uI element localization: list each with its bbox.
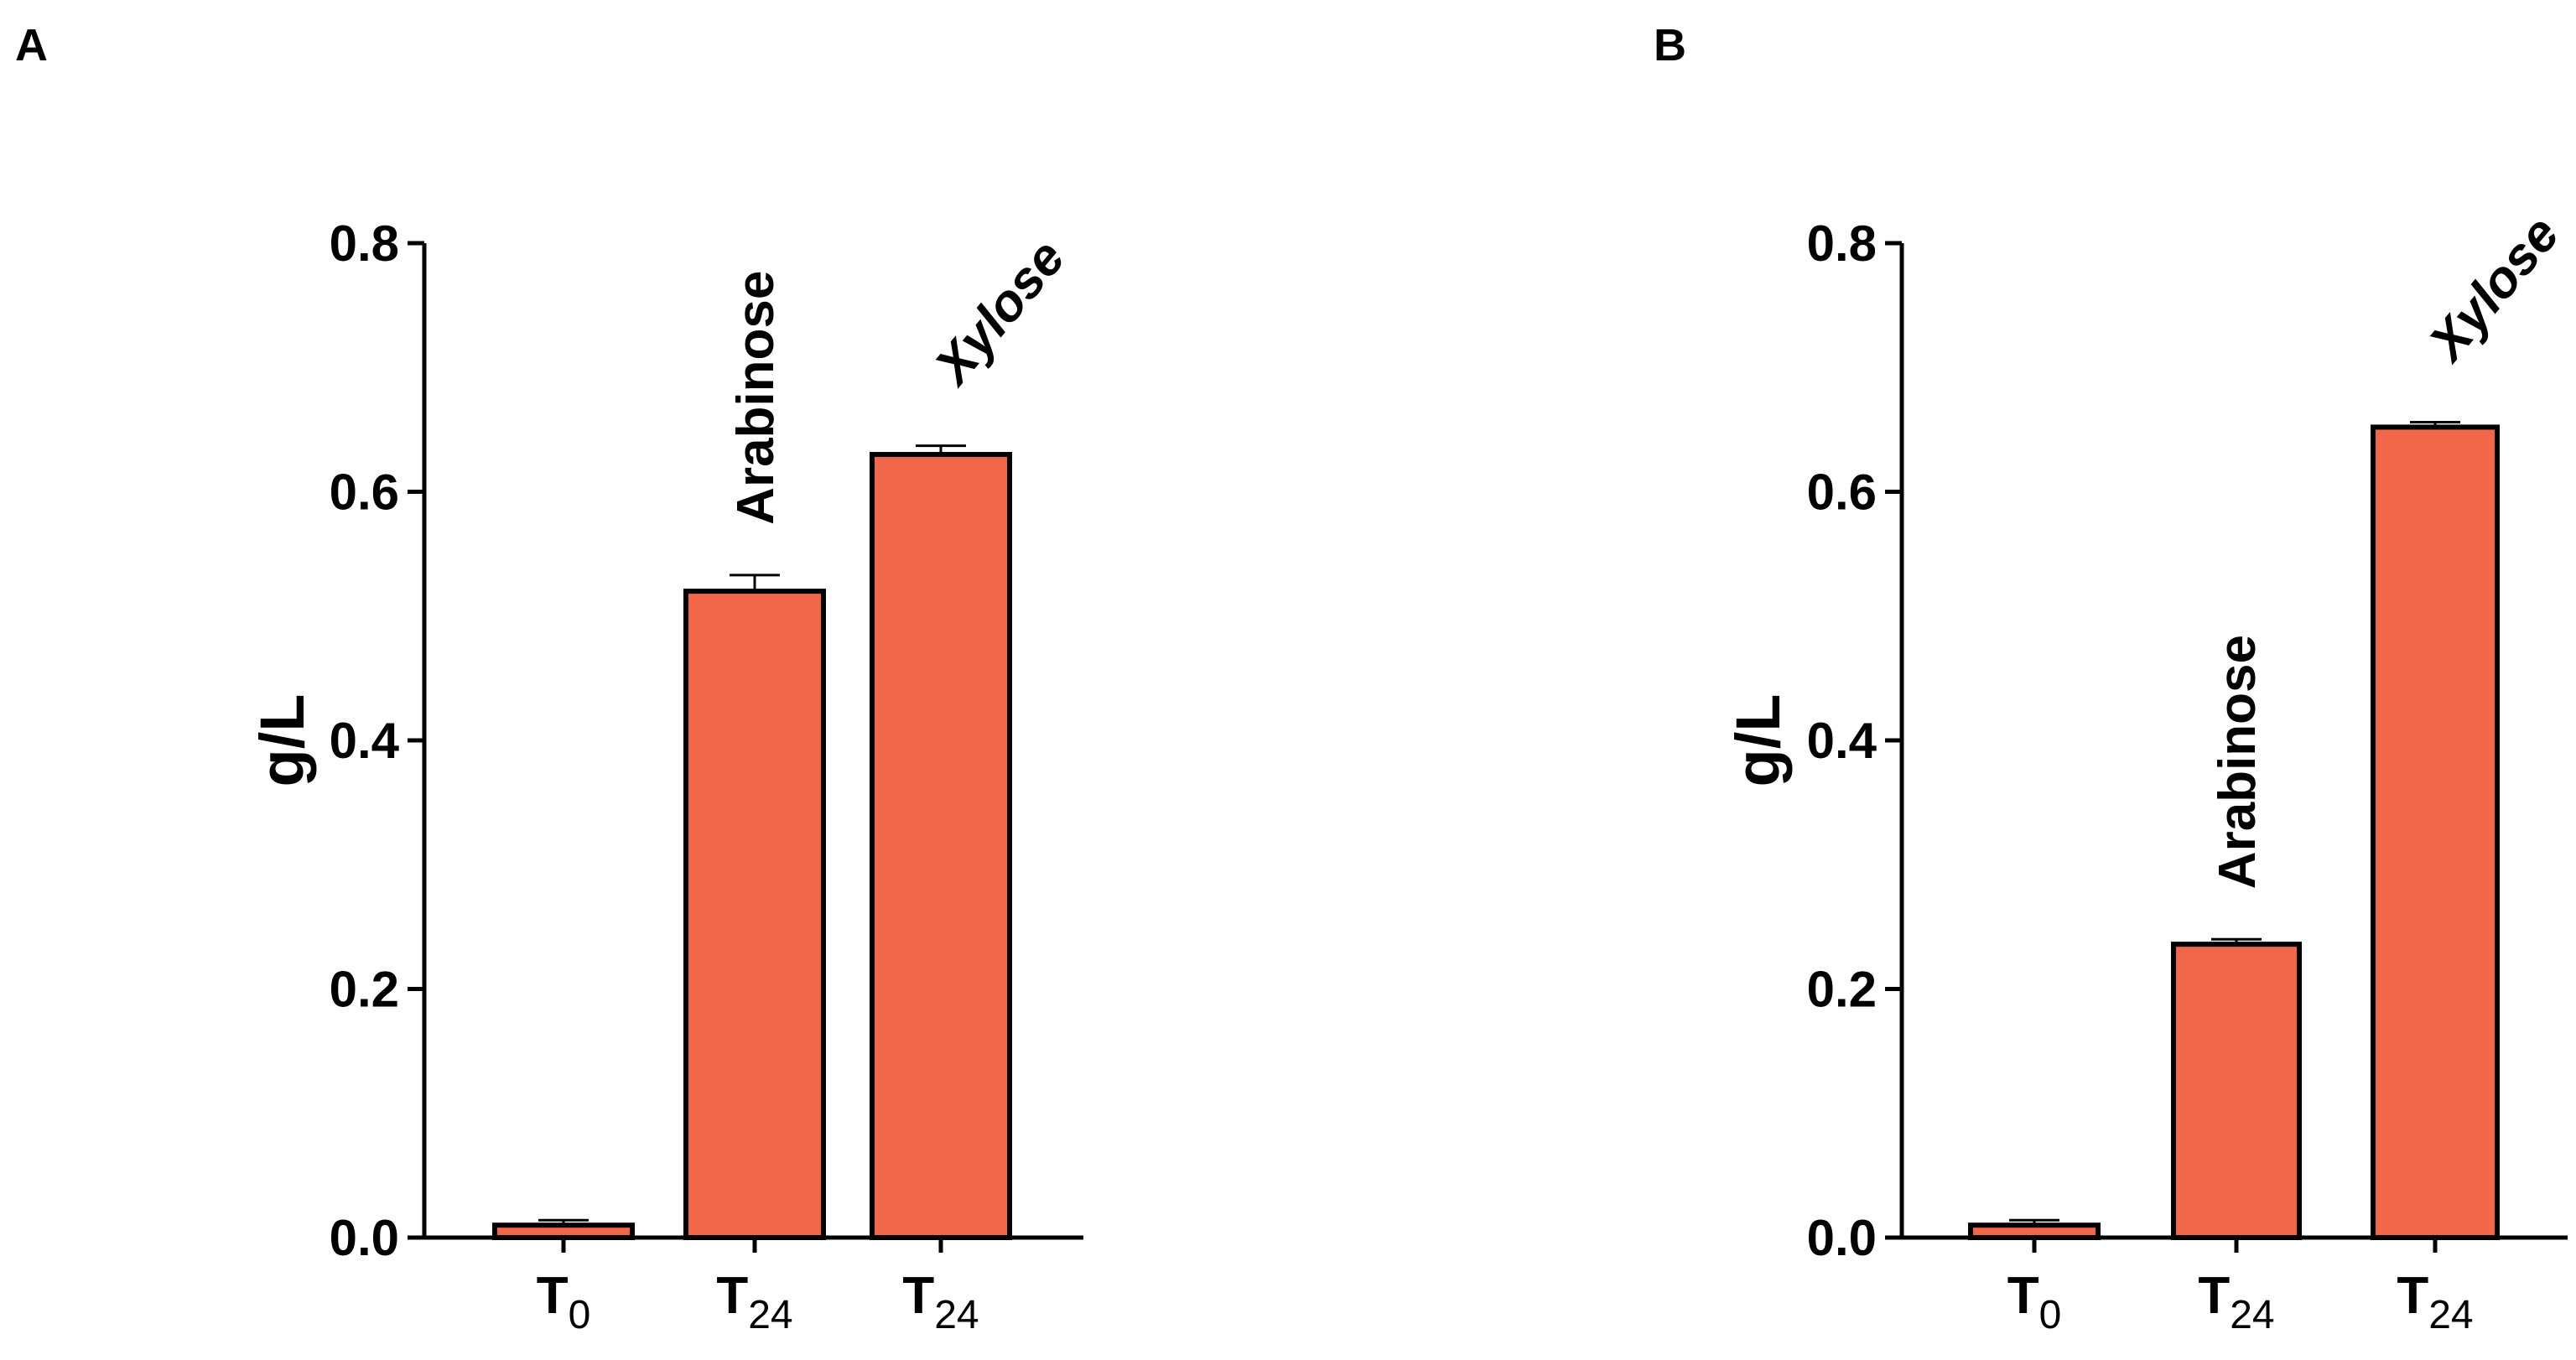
y-tick-label: 0.2 xyxy=(330,962,399,1018)
bar-annotation: Xylose xyxy=(922,229,1076,397)
y-tick-label: 0.4 xyxy=(1807,713,1877,769)
chart-panel-a: A 0.0 0.2 0.4 0.6 0.8 g/L T0 T24 Arabinose T24 Xylo… xyxy=(15,20,1083,1337)
bar xyxy=(2171,942,2302,1240)
y-tick-label: 0.6 xyxy=(330,465,399,521)
bar xyxy=(492,1222,635,1241)
x-tick-label: T24 xyxy=(2198,1267,2274,1337)
y-tick-label: 0.0 xyxy=(1807,1210,1877,1266)
x-tick-label: T0 xyxy=(2007,1267,2062,1337)
y-axis-title: g/L xyxy=(247,694,317,787)
bar xyxy=(1968,1222,2101,1241)
bar xyxy=(2371,424,2500,1241)
y-tick-label: 0.8 xyxy=(1807,215,1877,272)
bar xyxy=(683,589,826,1240)
y-tick-label: 0.4 xyxy=(330,713,400,769)
y-tick-label: 0.2 xyxy=(1807,962,1877,1018)
x-tick-label: T24 xyxy=(902,1267,979,1337)
x-tick-label: T24 xyxy=(2397,1267,2473,1337)
x-tick-label: T0 xyxy=(537,1267,591,1337)
bar-annotation: Arabinose xyxy=(727,271,785,525)
bar-annotation: Xylose xyxy=(2417,205,2570,373)
bar-annotation: Arabinose xyxy=(2209,635,2267,889)
panel-label: B xyxy=(1654,20,1686,70)
y-tick-label: 0.6 xyxy=(1807,465,1877,521)
y-tick-label: 0.8 xyxy=(330,215,399,272)
y-tick-label: 0.0 xyxy=(330,1210,399,1266)
chart-panel-b: B 0.0 0.2 0.4 0.6 0.8 g/L T0 T24 Arabinose T24 Xylo… xyxy=(1654,20,2570,1337)
bar xyxy=(870,452,1012,1240)
panel-label: A xyxy=(15,20,48,70)
y-axis-title: g/L xyxy=(1723,694,1793,787)
x-tick-label: T24 xyxy=(716,1267,792,1337)
